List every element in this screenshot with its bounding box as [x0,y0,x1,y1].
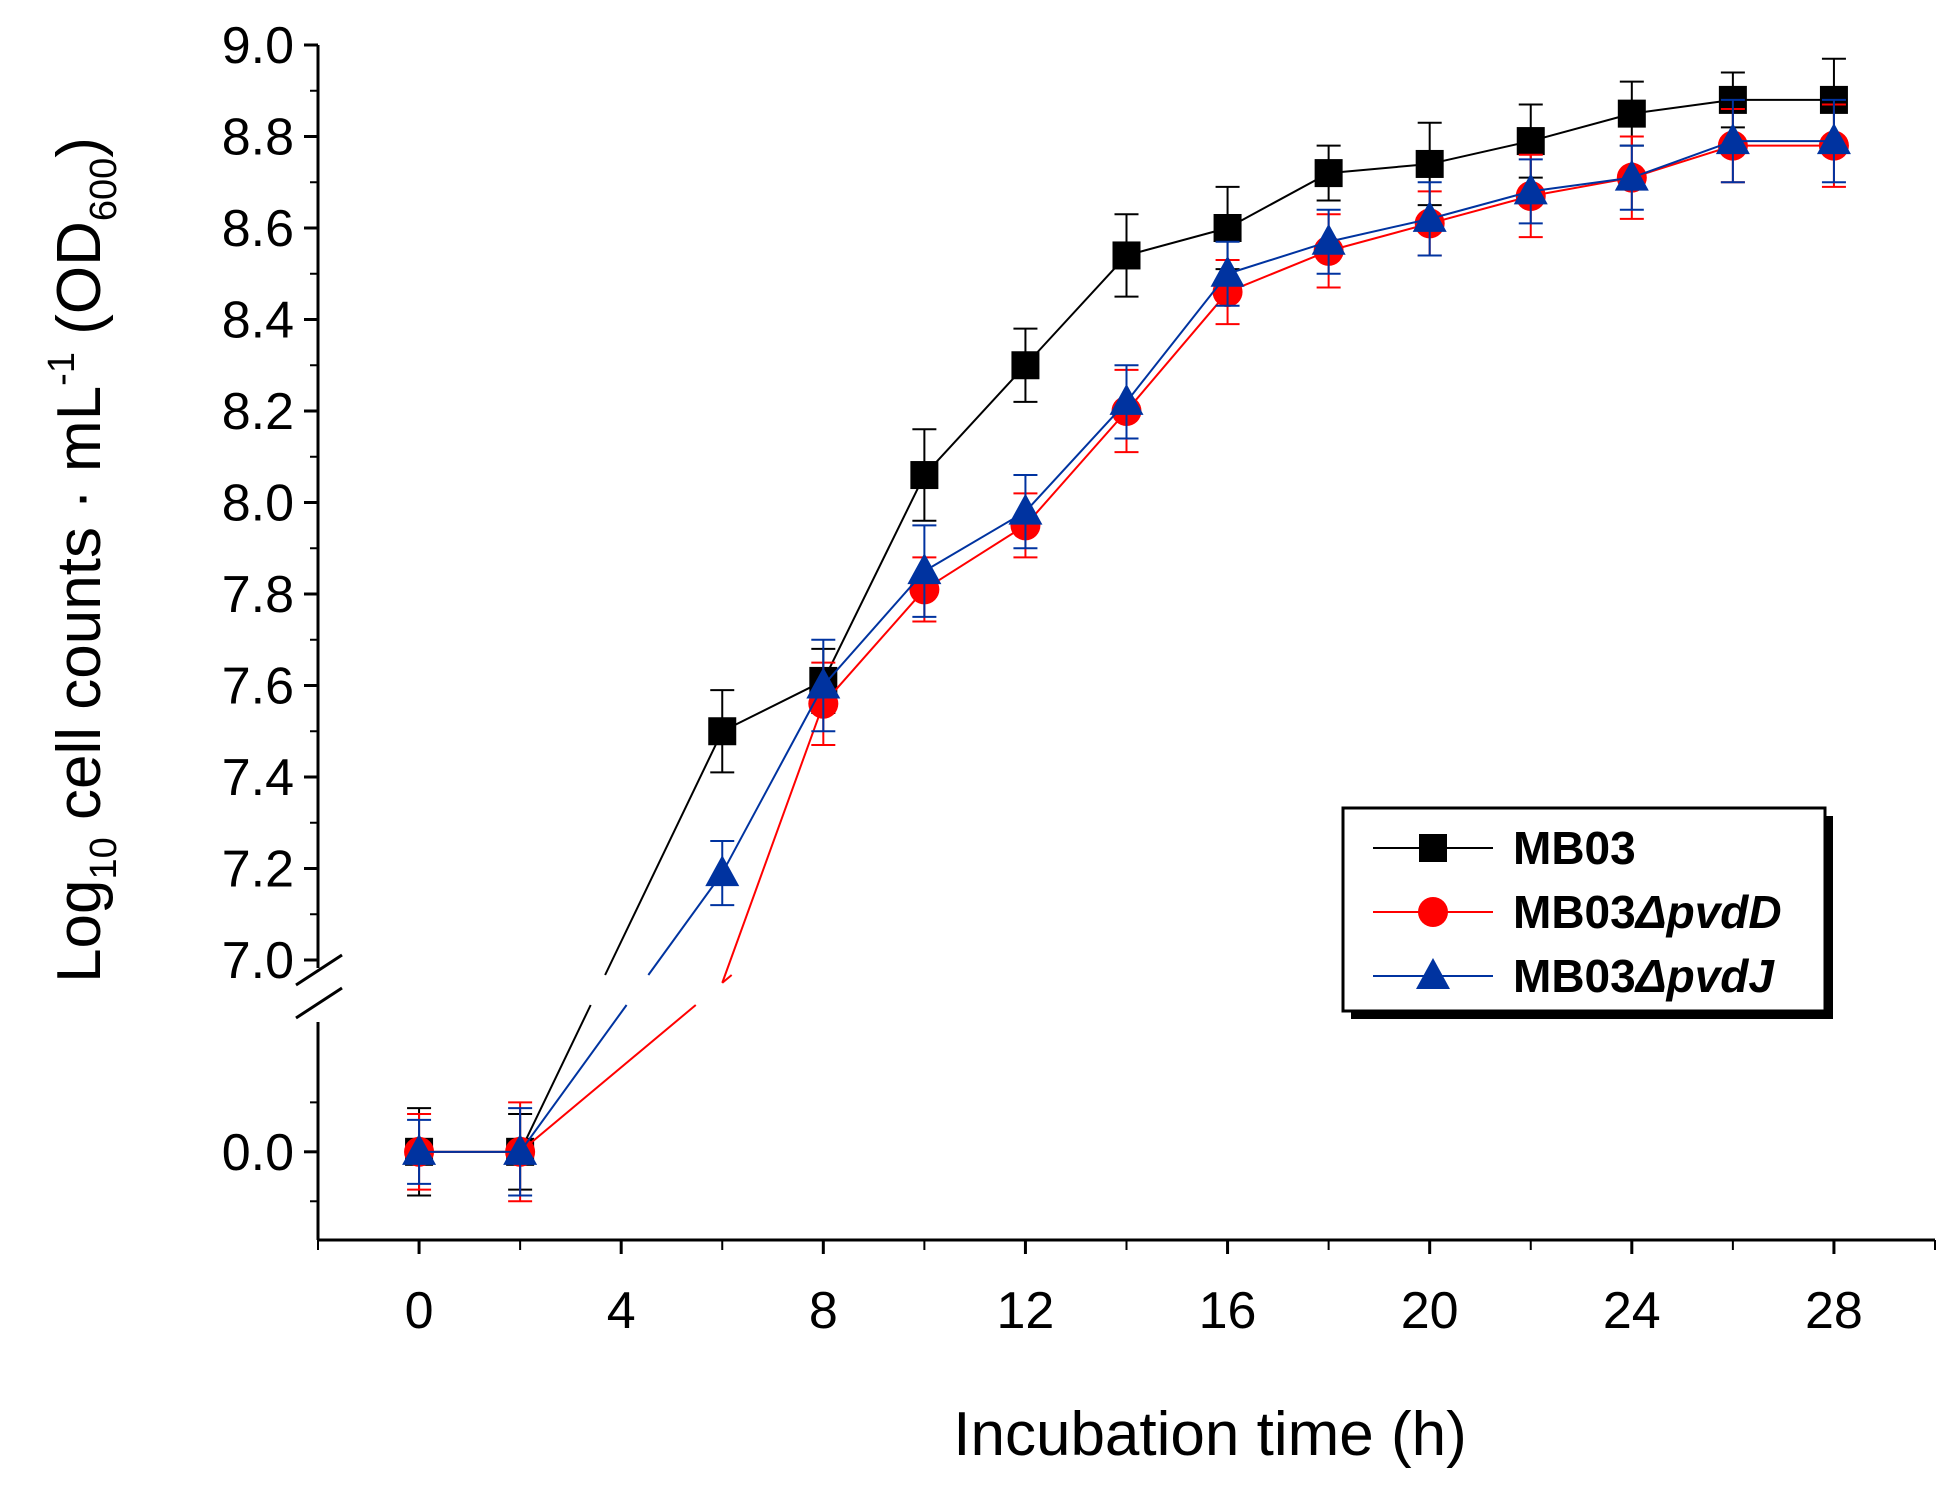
x-tick-label: 12 [997,1282,1055,1340]
series-line [923,510,1026,572]
data-point [402,1133,437,1165]
series-line [519,1004,697,1153]
data-point [1412,200,1447,232]
y-tick-label: 7.0 [222,932,294,990]
y-tick-label: 8.0 [222,475,294,533]
data-point [806,667,841,699]
y-tick-label: 9.0 [222,17,294,75]
data-point [1109,383,1144,415]
series-line [1328,162,1430,175]
data-point [1513,173,1548,205]
x-tick-label: 24 [1603,1282,1661,1340]
data-point [708,717,737,746]
series-2 [402,98,1851,1197]
series-line [604,730,724,976]
series-line [1631,98,1734,115]
x-tick-label: 20 [1401,1282,1459,1340]
legend-label: MB03ΔpvdJ [1513,950,1775,1002]
y-tick-label: 8.4 [222,292,294,350]
series-line [1227,249,1330,293]
data-point [1816,123,1851,155]
x-axis-title: Incubation time (h) [953,1400,1466,1469]
y-tick-label: 8.6 [222,200,294,258]
legend-label: MB03 [1513,822,1636,874]
series-line [1631,140,1734,179]
series-line [822,474,926,682]
data-point [1617,99,1646,128]
data-point [705,855,740,887]
series-line [822,588,926,705]
series-line [822,570,926,687]
y-tick-label: 7.8 [222,566,294,624]
x-tick-label: 0 [405,1282,434,1340]
data-point [1715,123,1750,155]
data-point [1314,159,1343,188]
y-tick-label: 7.6 [222,658,294,716]
y-tick-label: 0.0 [222,1124,294,1182]
legend-marker [1416,958,1450,989]
data-point [1213,214,1242,242]
series-0 [405,57,1848,1197]
data-point [1011,351,1040,380]
y-tick-label: 7.4 [222,749,294,807]
data-point [1311,223,1346,255]
series-layer [402,57,1851,1203]
series-line [1530,176,1632,193]
series-line [1328,217,1430,243]
legend: MB03 MB03ΔpvdD MB03ΔpvdJ [1341,806,1833,1019]
x-tick-label: 28 [1805,1282,1863,1340]
series-line [1125,273,1229,403]
data-point [503,1133,538,1165]
series-line [923,364,1027,476]
series-line [1125,291,1229,412]
series-line [1530,112,1633,143]
data-point [907,553,942,585]
series-line [721,685,825,874]
y-tick-label: 8.8 [222,109,294,167]
series-line [1429,195,1532,225]
series-line [647,872,724,976]
data-point [1415,149,1444,178]
legend-marker [1419,834,1447,862]
series-line [519,1004,592,1153]
series-line [923,524,1026,591]
data-point [1516,127,1545,156]
series-line [1227,240,1329,275]
y-break-mark-bottom [295,986,343,1020]
series-line [721,974,733,984]
series-line [1126,227,1228,257]
series-line [1024,254,1128,366]
data-point [1112,241,1141,270]
axes: 7.0 7.2 7.4 7.6 7.8 8.0 8.2 8.4 8.6 8.8 9.0 0.0 0 4 8 1… [222,17,1936,1340]
series-line [721,680,824,733]
y-axis-title: Log10 cell counts · mL-1 (OD600) [41,137,125,983]
x-tick-label: 8 [809,1282,838,1340]
x-tick-label: 4 [607,1282,636,1340]
series-line [721,703,825,984]
series-line [1429,140,1531,165]
series-line [1328,222,1430,252]
data-point [1008,493,1043,525]
data-point [1614,159,1649,191]
series-line [519,1004,628,1153]
y-tick-label: 8.2 [222,383,294,441]
series-line [1024,401,1128,513]
y-tick-label: 7.2 [222,841,294,899]
legend-marker [1418,897,1448,927]
series-line [1227,172,1330,229]
y-break-mark-top [295,953,343,987]
legend-label: MB03ΔpvdD [1513,886,1782,938]
data-point [1210,255,1245,287]
series-line [1024,410,1128,527]
x-tick-label: 16 [1199,1282,1257,1340]
series-line [1429,190,1532,220]
data-point [910,461,939,490]
